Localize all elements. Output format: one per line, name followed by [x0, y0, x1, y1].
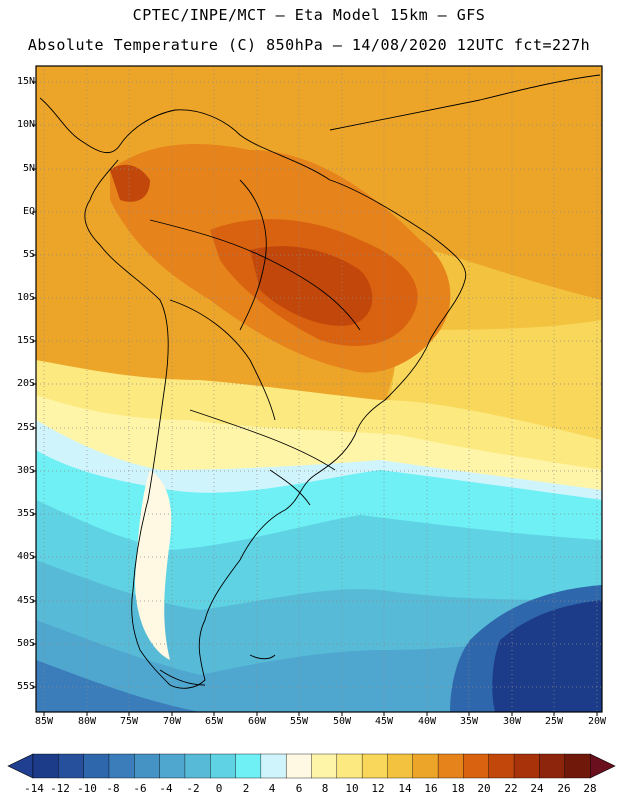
colorbar-label: 4 — [268, 782, 276, 795]
lat-label: 45S — [16, 595, 35, 606]
colorbar-swatch — [513, 753, 540, 779]
colorbar-swatch — [58, 753, 85, 779]
colorbar-swatch — [134, 753, 161, 779]
colorbar-label: 24 — [530, 782, 544, 795]
colorbar-swatch — [564, 753, 591, 779]
colorbar-label: 14 — [398, 782, 412, 795]
colorbar-swatch — [336, 753, 363, 779]
lon-label: 50W — [332, 716, 352, 727]
colorbar-arrow-right — [589, 753, 616, 779]
south-america-coast — [39, 97, 467, 689]
colorbar-label: 22 — [504, 782, 518, 795]
colorbar-swatch — [539, 753, 566, 779]
lat-label: 30S — [16, 465, 35, 476]
border-line-2 — [149, 219, 361, 331]
colorbar-swatch — [159, 753, 186, 779]
colorbar-swatch — [32, 753, 59, 779]
colorbar-swatch — [412, 753, 439, 779]
lat-label: 5N — [22, 163, 35, 174]
lon-label: 65W — [204, 716, 224, 727]
colorbar-label: 6 — [295, 782, 303, 795]
tierra-del-fuego — [159, 669, 206, 686]
colorbar-swatch — [463, 753, 490, 779]
field-andes-hot — [110, 164, 150, 202]
lon-label: 25W — [544, 716, 564, 727]
lon-label: 35W — [459, 716, 479, 727]
lon-label: 55W — [289, 716, 309, 727]
colorbar-label: 20 — [477, 782, 491, 795]
lat-label: 15N — [16, 76, 35, 87]
colorbar-swatch — [387, 753, 414, 779]
axis-ticks — [32, 81, 598, 716]
colorbar-swatch — [108, 753, 135, 779]
map-field — [36, 66, 602, 712]
colorbar-swatch — [260, 753, 287, 779]
colorbar-label: -2 — [186, 782, 200, 795]
lat-label: 10N — [16, 119, 35, 130]
border-line-1 — [239, 179, 267, 331]
colorbar-swatch — [235, 753, 262, 779]
colorbar-label: -10 — [77, 782, 97, 795]
colorbar-label: 2 — [242, 782, 250, 795]
colorbar-label: 18 — [451, 782, 465, 795]
colorbar-label: -4 — [159, 782, 173, 795]
lat-label: 55S — [16, 681, 35, 692]
colorbar-arrow-left — [7, 753, 34, 779]
colorbar-swatch — [83, 753, 110, 779]
colorbar — [7, 753, 616, 779]
lat-label: 25S — [16, 422, 35, 433]
lat-label: 10S — [16, 292, 35, 303]
lat-label: 35S — [16, 508, 35, 519]
field-cold-4 — [36, 660, 200, 712]
colorbar-label: -14 — [24, 782, 44, 795]
colorbar-label: 0 — [215, 782, 223, 795]
lon-label: 45W — [374, 716, 394, 727]
colorbar-label: 28 — [583, 782, 597, 795]
colorbar-swatch — [311, 753, 338, 779]
colorbar-label: 26 — [557, 782, 571, 795]
colorbar-swatch — [285, 753, 312, 779]
colorbar-swatch — [437, 753, 464, 779]
lat-label: 5S — [22, 249, 35, 260]
colorbar-swatch — [184, 753, 211, 779]
lon-label: 85W — [34, 716, 54, 727]
chart-title-line-2: Absolute Temperature (C) 850hPa – 14/08/… — [27, 36, 591, 54]
colorbar-swatch — [488, 753, 515, 779]
colorbar-label: 10 — [345, 782, 359, 795]
lat-label: 15S — [16, 335, 35, 346]
colorbar-label: -12 — [50, 782, 70, 795]
border-line-3 — [169, 299, 276, 421]
coastlines — [39, 74, 601, 689]
colorbar-label: 16 — [424, 782, 438, 795]
lon-label: 40W — [417, 716, 437, 727]
colorbar-label: 8 — [321, 782, 329, 795]
colorbar-label: -6 — [133, 782, 147, 795]
colorbar-label: 12 — [371, 782, 385, 795]
lon-label: 30W — [502, 716, 522, 727]
colorbar-swatch — [210, 753, 237, 779]
caribbean-coast — [329, 74, 601, 131]
colorbar-swatch — [361, 753, 388, 779]
lon-label: 20W — [587, 716, 607, 727]
border-line-4 — [189, 409, 336, 471]
lon-label: 60W — [247, 716, 267, 727]
island-falklands — [249, 654, 276, 660]
map-frame — [35, 65, 603, 713]
lat-label: 40S — [16, 551, 35, 562]
chart-title-line-1: CPTEC/INPE/MCT – Eta Model 15km – GFS — [132, 6, 486, 24]
lon-label: 80W — [77, 716, 97, 727]
lat-label: EQ — [22, 206, 35, 217]
lon-label: 75W — [119, 716, 139, 727]
colorbar-label: -8 — [106, 782, 120, 795]
lon-label: 70W — [162, 716, 182, 727]
lat-label: 20S — [16, 378, 35, 389]
lat-label: 50S — [16, 638, 35, 649]
field-cold-pool-core — [492, 600, 602, 712]
border-line-5 — [269, 469, 311, 506]
